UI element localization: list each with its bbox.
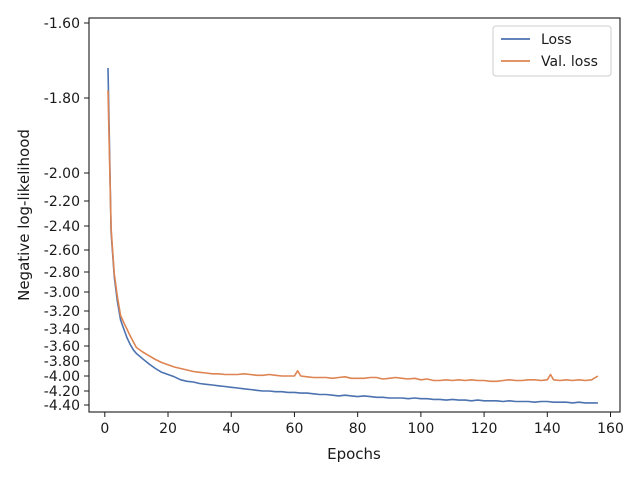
legend-label-loss: Loss [541, 32, 572, 48]
y-tick-label: -2.80 [44, 265, 80, 281]
plot-area-frame [88, 17, 621, 413]
x-tick-label: 80 [349, 421, 367, 437]
x-tick-label: 160 [597, 421, 624, 437]
y-tick-label: -4.00 [44, 369, 80, 385]
y-tick-label: -2.40 [44, 219, 80, 235]
x-axis: 0 20 40 60 80 100 120 140 160 [100, 412, 624, 437]
x-tick-label: 100 [408, 421, 435, 437]
x-tick-label: 20 [159, 421, 177, 437]
y-axis-label: Negative log-likelihood [15, 129, 33, 301]
x-tick-label: 40 [222, 421, 240, 437]
series-layer [107, 67, 599, 404]
legend: Loss Val. loss [492, 25, 612, 77]
y-tick-label: -3.60 [44, 339, 80, 355]
y-tick-label: -3.20 [44, 304, 80, 320]
y-tick-label: -2.60 [44, 243, 80, 259]
x-tick-label: 120 [471, 421, 498, 437]
y-tick-label: -2.20 [44, 194, 80, 210]
x-tick-label: 140 [534, 421, 561, 437]
x-axis-label: Epochs [327, 445, 381, 463]
loss-series-line [107, 67, 598, 404]
x-tick-label: 0 [100, 421, 109, 437]
x-tick-label: 60 [286, 421, 304, 437]
y-tick-label: -2.00 [44, 166, 80, 182]
y-tick-label: -1.60 [44, 16, 80, 32]
y-tick-label: -3.00 [44, 285, 80, 301]
y-tick-label: -4.40 [44, 398, 80, 414]
y-tick-label: -1.80 [44, 91, 80, 107]
y-tick-label: -3.40 [44, 322, 80, 338]
legend-label-val-loss: Val. loss [541, 54, 598, 70]
val-loss-series-line [107, 90, 599, 383]
y-tick-label: -4.20 [44, 384, 80, 400]
y-axis: -1.60 -1.80 -2.00 -2.20 -2.40 -2.60 -2.80 -3.00… [44, 16, 89, 414]
y-tick-label: -3.80 [44, 354, 80, 370]
